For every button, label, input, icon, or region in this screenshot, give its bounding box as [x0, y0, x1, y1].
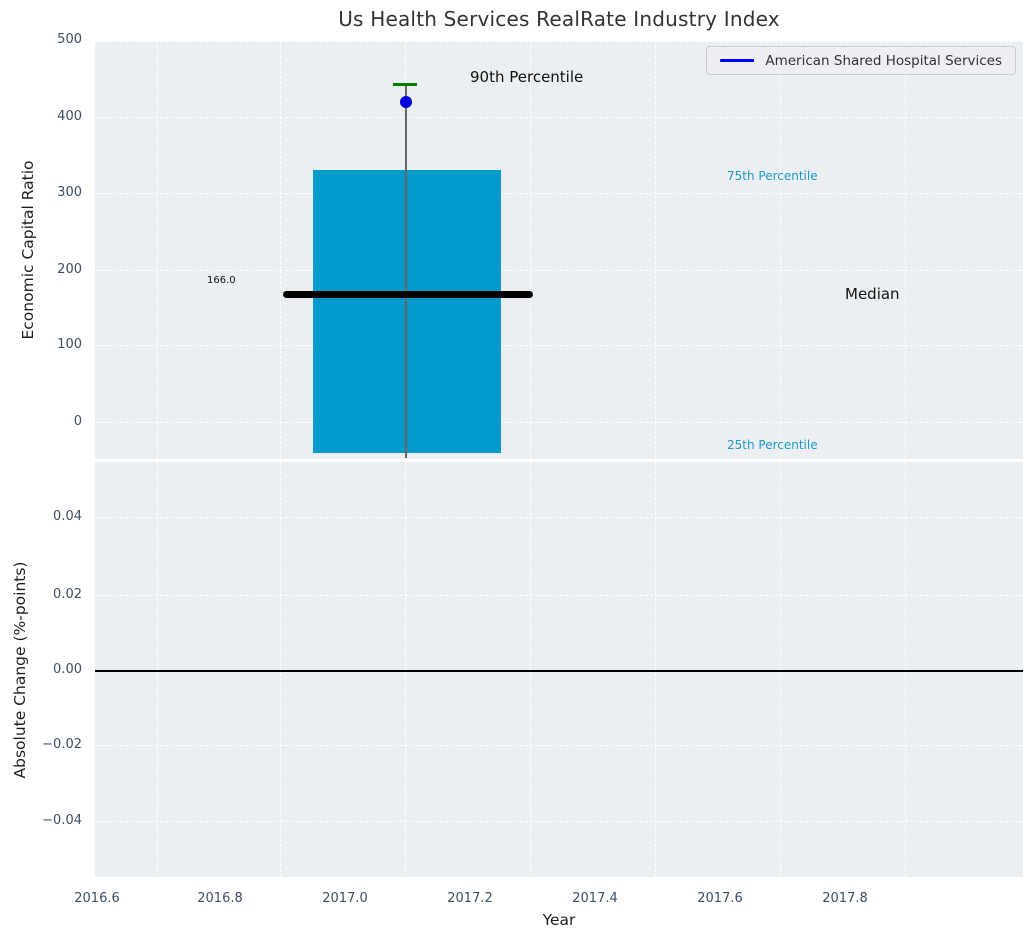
gridline	[530, 41, 531, 459]
y-tick-label: 500	[57, 32, 82, 47]
y-tick-label: 100	[57, 337, 82, 352]
x-axis-label: Year	[542, 911, 576, 929]
bottom-plot-area	[95, 462, 1023, 877]
gridline	[655, 462, 656, 877]
gridline	[905, 41, 906, 459]
y-tick-label: 300	[57, 185, 82, 200]
gridline	[95, 517, 1023, 518]
gridline	[95, 745, 1023, 746]
legend-line-sample	[720, 59, 755, 62]
gridline	[95, 193, 1023, 194]
gridline	[95, 117, 1023, 118]
median-line	[283, 291, 533, 298]
gridline	[95, 270, 1023, 271]
whisker-line	[405, 85, 407, 458]
y-tick-label: −0.04	[42, 813, 82, 828]
gridline	[905, 462, 906, 877]
y-tick-label: 0.00	[53, 662, 82, 677]
y-tick-label: 400	[57, 109, 82, 124]
legend: American Shared Hospital Services	[706, 46, 1016, 75]
bottom-y-axis-label: Absolute Change (%-points)	[11, 561, 29, 779]
gridline	[95, 595, 1023, 596]
chart-title: Us Health Services RealRate Industry Ind…	[338, 7, 780, 31]
gridline	[95, 345, 1023, 346]
annotation-75th-percentile: 75th Percentile	[727, 169, 818, 183]
y-tick-label: 0.04	[53, 509, 82, 524]
annotation-25th-percentile: 25th Percentile	[727, 438, 818, 452]
x-tick-label: 2016.6	[74, 891, 120, 906]
y-tick-label: 200	[57, 262, 82, 277]
x-tick-label: 2017.6	[697, 891, 743, 906]
gridline	[780, 41, 781, 459]
gridline	[780, 462, 781, 877]
x-tick-label: 2016.8	[197, 891, 243, 906]
gridline	[157, 462, 158, 877]
gridline	[95, 821, 1023, 822]
zero-change-line	[95, 670, 1023, 672]
y-tick-label: 0	[73, 414, 82, 429]
gridline	[157, 41, 158, 459]
gridline	[530, 462, 531, 877]
y-tick-label: 0.02	[53, 587, 82, 602]
gridline	[405, 462, 406, 877]
x-tick-label: 2017.0	[322, 891, 368, 906]
top-plot-area: 90th Percentile 75th Percentile 166.0 Me…	[95, 41, 1023, 459]
legend-label: American Shared Hospital Services	[765, 52, 1002, 69]
gridline	[280, 462, 281, 877]
gridline	[95, 41, 1023, 42]
p90-tick-mark	[393, 83, 417, 86]
annotation-90th-percentile: 90th Percentile	[470, 68, 584, 86]
gridline	[95, 422, 1023, 423]
x-tick-label: 2017.2	[447, 891, 493, 906]
x-tick-label: 2017.4	[572, 891, 618, 906]
annotation-median-value: 166.0	[207, 275, 236, 286]
x-tick-label: 2017.8	[822, 891, 868, 906]
gridline	[655, 41, 656, 459]
gridline	[280, 41, 281, 459]
top-y-axis-label: Economic Capital Ratio	[19, 160, 37, 340]
annotation-median: Median	[845, 285, 900, 303]
company-value-dot	[400, 96, 412, 108]
percentile-range-bar	[313, 170, 501, 453]
y-tick-label: −0.02	[42, 737, 82, 752]
